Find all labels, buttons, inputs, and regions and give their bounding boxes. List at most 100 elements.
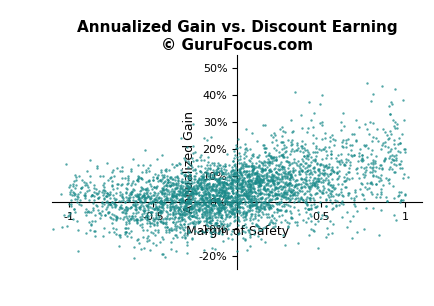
- Point: [395, 193, 402, 198]
- Point: [217, 167, 224, 172]
- Point: [182, 199, 189, 204]
- Point: [389, 137, 396, 142]
- Point: [169, 212, 176, 217]
- Point: [189, 158, 196, 163]
- Point: [180, 212, 187, 217]
- Point: [322, 214, 329, 219]
- Point: [94, 190, 101, 195]
- Point: [339, 179, 346, 184]
- Point: [152, 243, 159, 248]
- Point: [185, 213, 192, 218]
- Point: [247, 164, 253, 169]
- Point: [239, 180, 246, 185]
- Point: [253, 223, 260, 228]
- Point: [288, 182, 295, 187]
- Point: [228, 176, 235, 181]
- Point: [209, 172, 216, 177]
- Point: [314, 185, 321, 189]
- Point: [248, 177, 255, 182]
- Point: [228, 185, 235, 189]
- Point: [352, 194, 359, 199]
- Point: [304, 195, 311, 200]
- Point: [186, 172, 193, 177]
- Point: [255, 159, 262, 164]
- Point: [269, 155, 276, 160]
- Point: [223, 201, 230, 206]
- Point: [101, 212, 108, 217]
- Point: [291, 178, 298, 183]
- Point: [311, 149, 318, 154]
- Point: [228, 180, 235, 185]
- Point: [180, 206, 187, 211]
- Point: [264, 186, 271, 191]
- Point: [220, 189, 227, 194]
- Point: [184, 184, 191, 189]
- Point: [250, 165, 257, 170]
- Point: [217, 215, 224, 220]
- Point: [245, 175, 252, 180]
- Point: [181, 187, 188, 192]
- Point: [67, 197, 74, 202]
- Point: [153, 220, 160, 225]
- Point: [266, 160, 273, 165]
- Point: [113, 186, 120, 191]
- Point: [319, 172, 326, 177]
- Point: [201, 201, 207, 206]
- Point: [210, 169, 217, 174]
- Point: [130, 202, 137, 207]
- Point: [229, 158, 236, 163]
- Point: [232, 206, 239, 211]
- Point: [315, 179, 322, 184]
- Point: [378, 183, 385, 188]
- Point: [173, 204, 180, 209]
- Point: [232, 171, 239, 176]
- Point: [217, 187, 224, 192]
- Point: [220, 187, 227, 192]
- Point: [208, 215, 215, 220]
- Point: [320, 177, 327, 182]
- Point: [124, 205, 131, 210]
- Point: [161, 197, 168, 202]
- Point: [188, 214, 195, 219]
- Point: [169, 201, 176, 206]
- Point: [206, 181, 213, 185]
- Point: [275, 185, 282, 190]
- Point: [372, 136, 378, 141]
- Point: [197, 186, 204, 191]
- Point: [177, 184, 184, 189]
- Point: [284, 171, 291, 176]
- Point: [172, 211, 179, 216]
- Point: [308, 181, 315, 185]
- Point: [250, 194, 257, 199]
- Point: [175, 224, 182, 229]
- Point: [195, 176, 202, 181]
- Point: [368, 169, 375, 174]
- Point: [225, 210, 232, 215]
- Point: [214, 190, 220, 195]
- Point: [302, 177, 309, 182]
- Point: [149, 199, 156, 204]
- Point: [272, 175, 279, 180]
- Point: [107, 216, 114, 221]
- Point: [231, 173, 238, 177]
- Point: [278, 125, 285, 129]
- Point: [361, 173, 368, 178]
- Point: [230, 214, 237, 218]
- Point: [216, 181, 223, 186]
- Point: [248, 204, 255, 209]
- Point: [183, 242, 190, 247]
- Point: [182, 191, 189, 196]
- Point: [191, 203, 198, 208]
- Point: [185, 198, 192, 203]
- Point: [285, 180, 292, 185]
- Point: [215, 188, 222, 192]
- Point: [285, 188, 292, 193]
- Point: [268, 172, 275, 177]
- Point: [151, 217, 158, 222]
- Point: [377, 186, 384, 191]
- Point: [393, 193, 400, 198]
- Point: [253, 170, 260, 175]
- Point: [243, 164, 250, 169]
- Point: [243, 196, 250, 201]
- Point: [199, 172, 206, 177]
